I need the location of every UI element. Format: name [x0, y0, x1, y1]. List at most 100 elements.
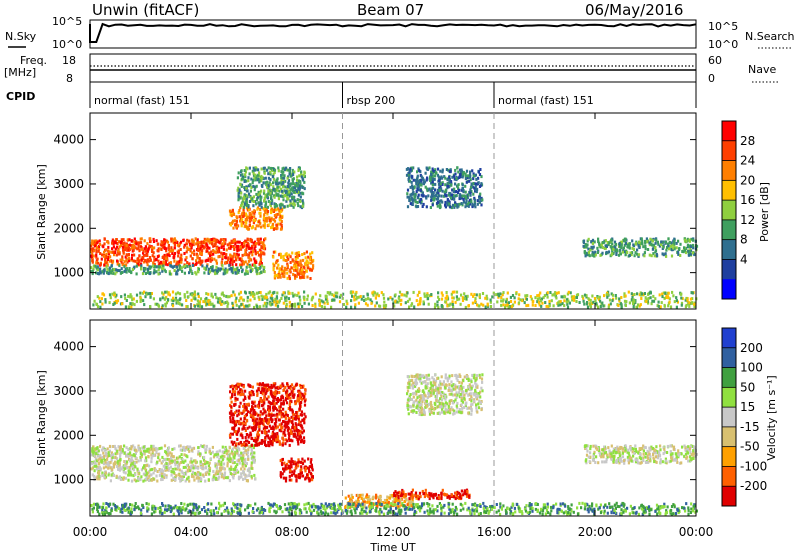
power-echo-cell: [350, 291, 352, 294]
power-echo-cell: [201, 249, 203, 252]
power-echo-cell: [416, 170, 418, 173]
velocity-echo-cell: [160, 478, 162, 481]
power-echo-cell: [474, 199, 476, 202]
power-echo-cell: [245, 272, 247, 275]
power-echo-cell: [449, 206, 451, 209]
power-echo-cell: [399, 291, 401, 294]
power-echo-cell: [269, 290, 271, 293]
power-echo-cell: [275, 213, 277, 216]
velocity-echo-cell: [229, 446, 231, 449]
velocity-echo-cell: [134, 478, 136, 481]
power-echo-cell: [254, 188, 256, 191]
power-echo-region-0: [90, 237, 266, 266]
velocity-echo-cell: [99, 454, 101, 457]
power-echo-cell: [635, 306, 637, 309]
power-echo-cell: [215, 242, 217, 245]
power-echo-cell: [612, 248, 614, 251]
velocity-echo-cell: [116, 465, 118, 468]
power-echo-cell: [439, 170, 441, 173]
velocity-echo-cell: [242, 454, 244, 457]
velocity-echo-cell: [173, 447, 175, 450]
power-echo-cell: [236, 215, 238, 218]
power-echo-cell: [282, 204, 284, 207]
power-echo-cell: [606, 293, 608, 296]
power-echo-cell: [247, 216, 249, 219]
power-echo-cell: [293, 265, 295, 268]
velocity-echo-cell: [250, 437, 252, 440]
power-echo-cell: [633, 305, 635, 308]
velocity-echo-cell: [131, 459, 133, 462]
velocity-echo-cell: [251, 450, 253, 453]
power-echo-cell: [153, 240, 155, 243]
power-echo-cell: [627, 246, 629, 249]
power-echo-cell: [441, 195, 443, 198]
power-echo-cell: [689, 250, 691, 253]
power-echo-cell: [508, 301, 510, 304]
power-echo-cell: [253, 215, 255, 218]
power-echo-cell: [105, 301, 107, 304]
power-echo-cell: [279, 218, 281, 221]
velocity-echo-cell: [134, 454, 136, 457]
power-echo-cell: [301, 186, 303, 189]
power-echo-cell: [482, 292, 484, 295]
power-echo-cell: [191, 299, 193, 302]
power-echo-cell: [446, 291, 448, 294]
power-echo-cell: [282, 185, 284, 188]
power-echo-cell: [185, 256, 187, 259]
power-echo-cell: [286, 272, 288, 275]
power-echo-cell: [676, 306, 678, 309]
power-echo-cell: [162, 256, 164, 259]
power-echo-cell: [592, 239, 594, 242]
power-echo-cell: [294, 305, 296, 308]
power-echo-cell: [665, 255, 667, 258]
power-echo-cell: [434, 303, 436, 306]
power-echo-cell: [544, 301, 546, 304]
velocity-echo-cell: [155, 469, 157, 472]
power-echo-cell: [383, 301, 385, 304]
power-echo-cell: [641, 237, 643, 240]
power-echo-cell: [145, 259, 147, 262]
power-echo-cell: [604, 247, 606, 250]
power-echo-cell: [216, 269, 218, 272]
power-echo-cell: [147, 263, 149, 266]
power-echo-cell: [250, 186, 252, 189]
power-echo-cell: [597, 306, 599, 309]
velocity-echo-cell: [97, 455, 99, 458]
power-echo-cell: [595, 302, 597, 305]
velocity-echo-cell: [144, 467, 146, 470]
power-echo-cell: [355, 293, 357, 296]
cpid-label: CPID: [6, 90, 35, 103]
power-echo-cell: [439, 200, 441, 203]
power-echo-cell: [237, 241, 239, 244]
velocity-echo-cell: [94, 469, 96, 472]
power-echo-cell: [136, 300, 138, 303]
power-echo-cell: [351, 295, 353, 298]
power-echo-cell: [690, 245, 692, 248]
power-echo-cell: [300, 170, 302, 173]
power-echo-cell: [168, 244, 170, 247]
power-echo-cell: [244, 169, 246, 172]
power-echo-cell: [220, 298, 222, 301]
power-echo-cell: [261, 185, 263, 188]
power-echo-cell: [283, 271, 285, 274]
velocity-echo-cell: [137, 477, 139, 480]
power-echo-cell: [287, 185, 289, 188]
power-echo-cell: [133, 249, 135, 252]
power-echo-cell: [292, 273, 294, 276]
power-echo-cell: [652, 240, 654, 243]
power-echo-cell: [222, 242, 224, 245]
power-echo-cell: [103, 255, 105, 258]
power-echo-cell: [283, 205, 285, 208]
power-echo-cell: [398, 297, 400, 300]
power-echo-cell: [640, 303, 642, 306]
power-echo-cell: [299, 276, 301, 279]
velocity-echo-cell: [173, 471, 175, 474]
velocity-echo-cell: [246, 475, 248, 478]
power-echo-cell: [179, 264, 181, 267]
power-echo-cell: [299, 296, 301, 299]
power-echo-cell: [277, 166, 279, 169]
power-echo-cell: [110, 296, 112, 299]
power-echo-cell: [343, 303, 345, 306]
power-echo-cell: [676, 246, 678, 249]
power-echo-cell: [217, 255, 219, 258]
